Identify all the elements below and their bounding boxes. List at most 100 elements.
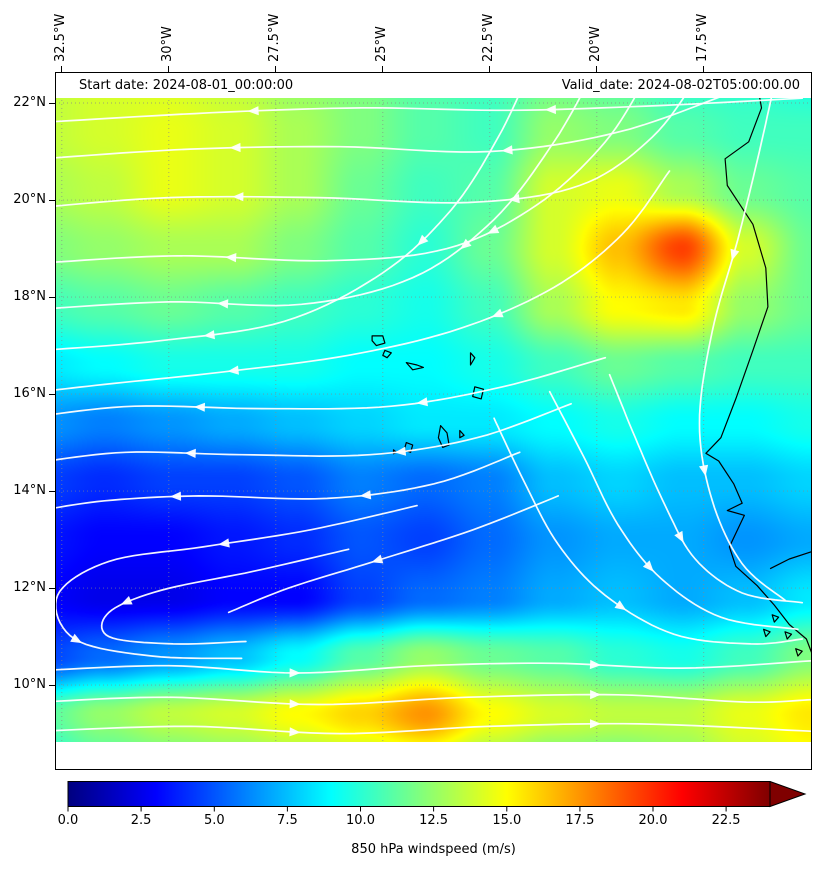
streamline-arrow [491, 308, 504, 318]
streamline-arrow [674, 530, 684, 543]
streamline-arrow [589, 659, 602, 670]
colorbar-tick-label: 20.0 [638, 813, 668, 828]
coastline [405, 362, 424, 371]
lat-tick [49, 102, 55, 104]
streamline [55, 451, 521, 509]
coastline [371, 335, 386, 347]
windspeed-field [55, 72, 812, 770]
streamline-arrow [699, 464, 709, 477]
lat-tick-label: 18°N [13, 289, 46, 305]
streamline [55, 170, 671, 391]
lat-tick [49, 393, 55, 395]
streamline-arrow [217, 299, 229, 309]
lon-tick [61, 66, 63, 72]
streamline [55, 73, 530, 351]
streamline [55, 92, 731, 159]
streamline-arrow [416, 397, 428, 407]
streamline-arrow [501, 145, 513, 155]
streamline [227, 495, 560, 614]
lon-tick [168, 66, 170, 72]
streamline-arrow [227, 365, 239, 375]
streamline [55, 73, 649, 264]
lon-tick [703, 66, 705, 72]
lon-tick [596, 66, 598, 72]
footer-strip [55, 742, 812, 770]
streamline [608, 373, 804, 604]
streamline-arrow [544, 104, 556, 115]
streamline [548, 390, 799, 631]
lon-tick [382, 66, 384, 72]
streamline-arrow [590, 690, 602, 700]
streamline-arrow [70, 633, 83, 644]
coastline [469, 352, 476, 366]
streamline-arrow [371, 554, 384, 564]
colorbar-title: 850 hPa windspeed (m/s) [351, 842, 516, 857]
colorbar-tick-label: 22.5 [711, 813, 741, 828]
streamline [55, 356, 607, 415]
streamline-arrow [590, 719, 601, 729]
streamline [55, 504, 418, 660]
streamline-arrow [193, 402, 205, 412]
lat-tick-label: 22°N [13, 95, 46, 110]
valid-date-label: Valid_date: 2024-08-02T05:00:00.00 [561, 77, 800, 93]
lon-tick [489, 66, 491, 72]
streamline-arrow [460, 238, 472, 250]
colorbar-extend-arrow [769, 781, 807, 808]
coastline [771, 614, 780, 623]
lon-tick-label: 27.5°W [267, 13, 283, 62]
colorbar [67, 781, 807, 812]
lon-tick-label: 30°W [160, 26, 176, 62]
colorbar-tick-label: 12.5 [419, 813, 449, 828]
colorbar-tick-label: 5.0 [203, 813, 225, 828]
streamline-arrow [289, 668, 301, 678]
streamline-arrow [203, 330, 215, 340]
streamline-arrow [417, 234, 429, 246]
map-overlay [55, 72, 812, 770]
colorbar-tick-label: 7.5 [277, 813, 298, 828]
streamline [55, 722, 812, 735]
streamline-arrow [225, 253, 237, 263]
lon-tick-label: 25°W [374, 26, 390, 62]
coastline [784, 631, 793, 640]
header-strip: Start date: 2024-08-01_00:00:00 Valid_da… [55, 72, 812, 98]
streamline-arrow [229, 142, 241, 153]
lat-tick-label: 10°N [13, 677, 46, 693]
streamline-arrow [487, 224, 500, 234]
lat-tick [49, 296, 55, 298]
streamline [493, 417, 804, 645]
lon-tick-label: 17.5°W [695, 13, 711, 62]
coastline [459, 429, 465, 439]
streamline-arrow [289, 699, 301, 709]
streamline [698, 73, 786, 602]
lat-tick-label: 14°N [13, 483, 46, 499]
coastline [437, 425, 450, 448]
colorbar-tick-label: 0.0 [57, 813, 79, 828]
lat-tick-label: 16°N [13, 386, 46, 402]
colorbar-tick-label: 2.5 [130, 813, 152, 828]
streamline [100, 548, 350, 645]
streamline-arrow [247, 106, 259, 116]
streamline-arrow [289, 727, 301, 737]
streamline-arrow [184, 448, 196, 458]
lat-tick [49, 587, 55, 589]
lat-tick [49, 684, 55, 686]
lon-tick-label: 20°W [588, 26, 604, 62]
streamline [55, 73, 594, 310]
coastline [795, 648, 803, 657]
streamline [55, 693, 812, 706]
coastline [763, 628, 771, 638]
colorbar-bar [67, 781, 771, 807]
streamline [55, 73, 701, 207]
streamline-arrow [169, 491, 182, 501]
start-date-label: Start date: 2024-08-01_00:00:00 [79, 77, 294, 93]
streamline-arrow [614, 600, 627, 611]
colorbar-tick-label: 17.5 [565, 813, 595, 828]
streamline [55, 660, 812, 674]
lat-tick-label: 20°N [13, 192, 46, 208]
streamline-arrow [730, 248, 740, 261]
coastline [769, 551, 812, 570]
streamline-arrow [642, 560, 654, 572]
streamline-arrow [232, 192, 244, 202]
lon-tick [275, 66, 277, 72]
lon-tick-label: 22.5°W [481, 13, 497, 62]
